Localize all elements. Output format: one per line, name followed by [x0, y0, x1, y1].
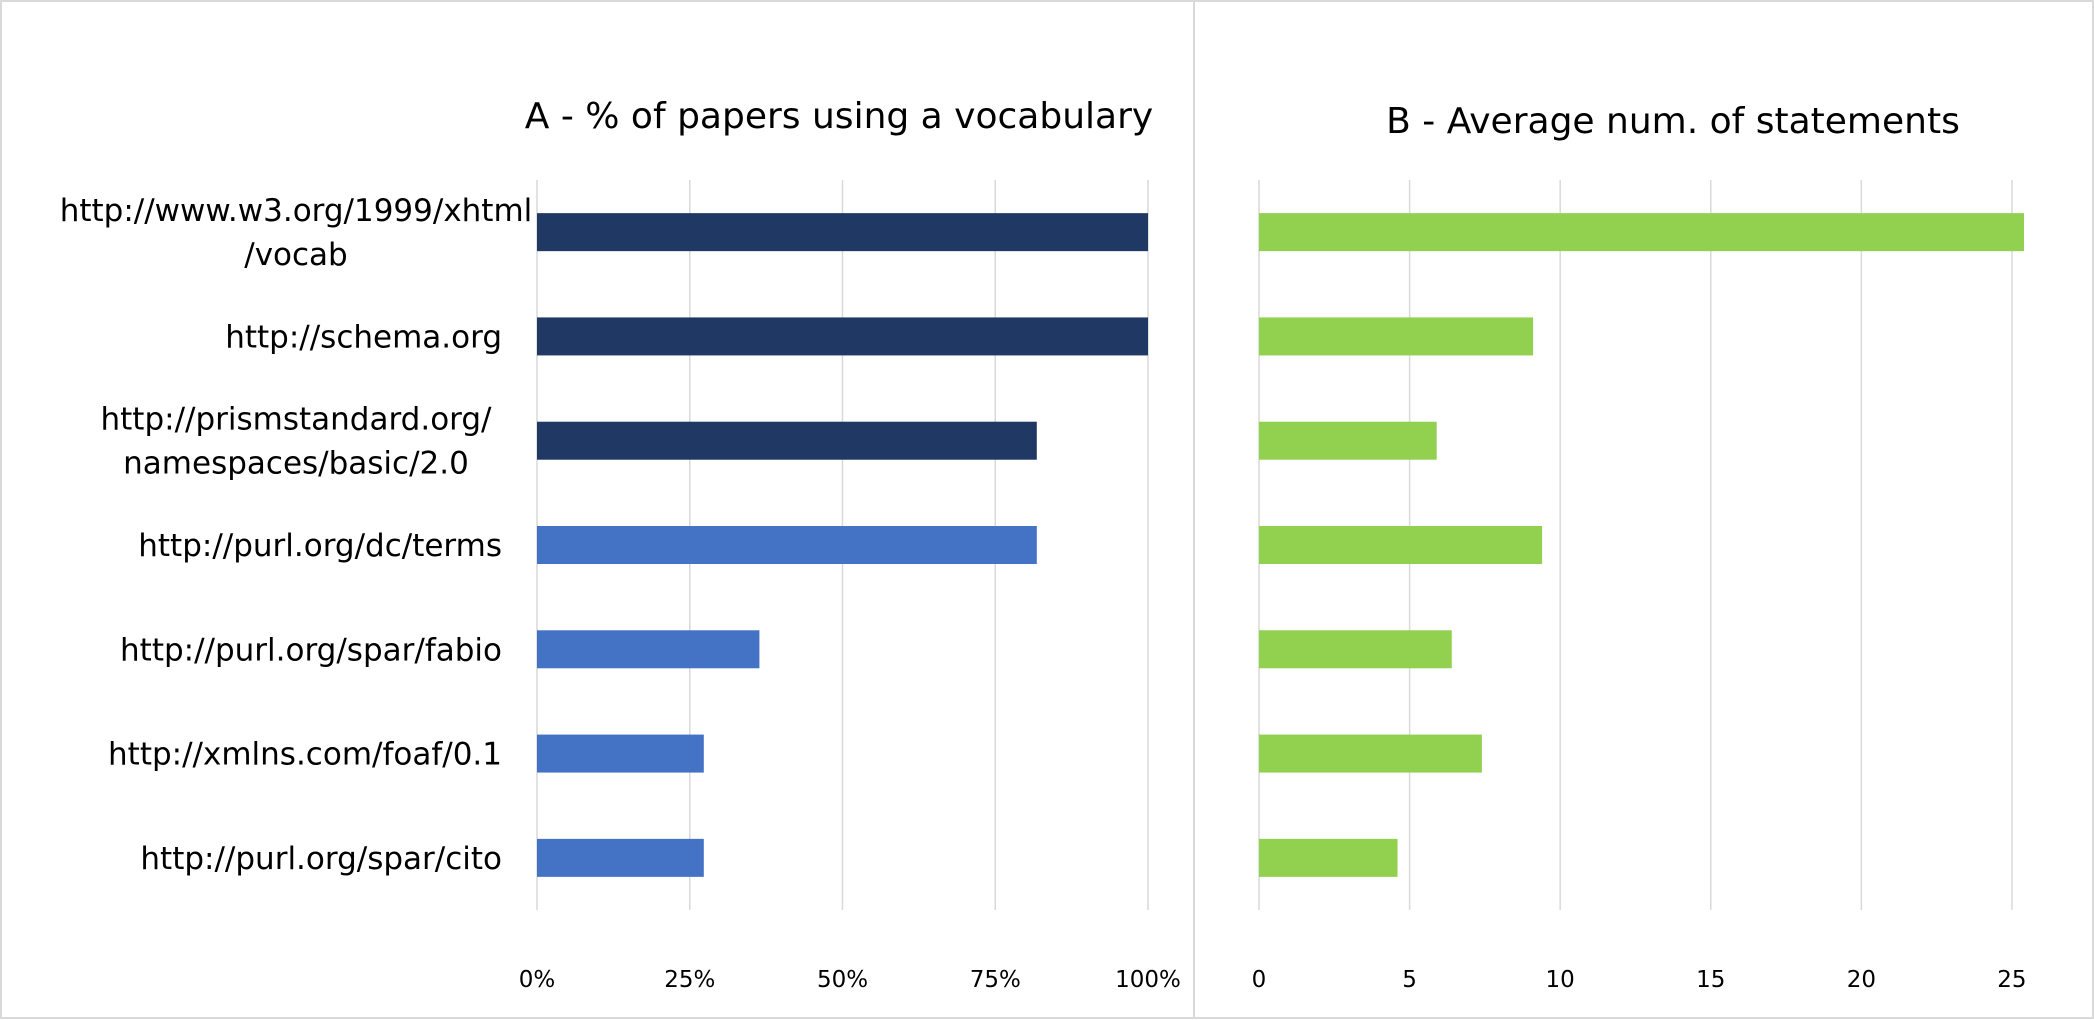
chart-a-title: A - % of papers using a vocabulary	[525, 96, 1153, 137]
chart-a-category-label: http://purl.org/dc/terms	[138, 528, 502, 564]
chart-a-tick-label: 25%	[664, 967, 715, 993]
chart-b-bar	[1259, 421, 1437, 460]
chart-a-plot: 0% 25% 50% 75% 100% http://www.w3.org/1999/xh…	[60, 180, 1181, 993]
chart-b-bar	[1259, 630, 1452, 669]
chart-b-tick-label: 25	[1997, 967, 2026, 993]
chart-b-tick-label: 10	[1546, 967, 1575, 993]
chart-a-tick-label: 50%	[817, 967, 868, 993]
chart-a-bar	[537, 630, 760, 669]
chart-b-plot: 0 5 10 15 20 25	[1252, 180, 2027, 993]
chart-a-bar	[537, 421, 1037, 460]
chart-a-category-label: http://purl.org/spar/cito	[140, 841, 502, 877]
chart-b-bar	[1259, 317, 1534, 356]
chart-a-category-label: http://prismstandard.org/namespaces/basi…	[101, 402, 493, 482]
chart-a-tick-label: 100%	[1115, 967, 1181, 993]
chart-a-category-label: http://xmlns.com/foaf/0.1	[108, 737, 502, 773]
chart-a-category-label: http://purl.org/spar/fabio	[120, 632, 502, 668]
chart-a-bar	[537, 838, 704, 877]
chart-a-bar	[537, 213, 1148, 252]
chart-a-bar	[537, 526, 1037, 564]
chart-b-bar	[1259, 213, 2024, 252]
chart-b-tick-label: 0	[1252, 967, 1267, 993]
chart-b-tick-label: 5	[1402, 967, 1417, 993]
chart-a-tick-label: 0%	[519, 967, 556, 993]
chart-a-category-label: http://schema.org	[225, 319, 502, 355]
chart-b-tick-label: 15	[1696, 967, 1725, 993]
chart-a-bar	[537, 317, 1148, 356]
chart-b-title: B - Average num. of statements	[1386, 101, 1960, 142]
chart-a-bar	[537, 734, 704, 773]
chart-a-tick-label: 75%	[970, 967, 1021, 993]
chart-b-bar	[1259, 838, 1398, 877]
chart-a-category-label: http://www.w3.org/1999/xhtml/vocab	[60, 193, 533, 273]
chart-b-bar	[1259, 526, 1543, 564]
chart-b-bar	[1259, 734, 1482, 773]
chart-b-tick-label: 20	[1847, 967, 1876, 993]
